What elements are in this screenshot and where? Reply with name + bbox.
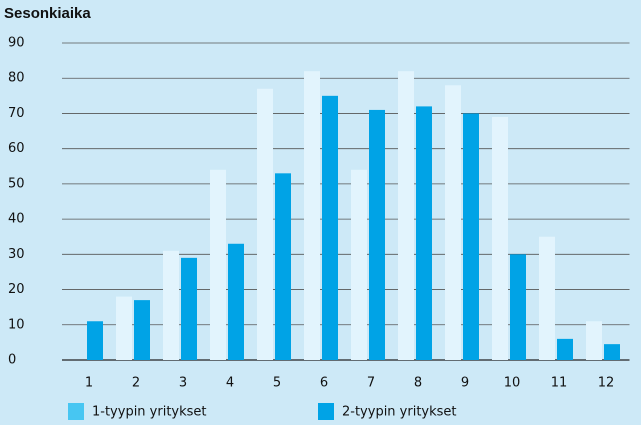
bar — [445, 85, 461, 361]
bar — [557, 338, 573, 360]
bar — [304, 71, 320, 360]
bar — [510, 254, 526, 360]
bar — [163, 250, 179, 360]
bar — [586, 321, 602, 360]
x-tick-label: 2 — [132, 376, 140, 391]
bar — [87, 321, 103, 360]
bar — [492, 116, 508, 360]
x-tick-label: 3 — [179, 376, 187, 391]
y-tick-label: 10 — [8, 317, 25, 332]
y-tick-label: 50 — [8, 176, 25, 191]
y-tick-label: 90 — [8, 36, 25, 51]
bar — [369, 109, 385, 360]
bar — [181, 257, 197, 360]
x-tick-label: 8 — [414, 376, 422, 391]
bar — [539, 236, 555, 360]
x-tick-label: 6 — [320, 376, 328, 391]
bar — [275, 173, 291, 360]
y-tick-label: 60 — [8, 141, 25, 156]
bar — [604, 344, 620, 360]
chart-title: Sesonkiaika — [4, 5, 91, 22]
bar — [228, 243, 244, 360]
y-tick-label: 70 — [8, 106, 25, 121]
y-tick-label: 80 — [8, 71, 25, 86]
y-tick-label: 0 — [8, 353, 16, 368]
bar — [351, 169, 367, 360]
x-tick-label: 7 — [367, 376, 375, 391]
bar — [210, 169, 226, 360]
x-tick-label: 5 — [273, 376, 281, 391]
bar — [463, 113, 479, 360]
bar — [116, 296, 132, 360]
x-tick-label: 10 — [504, 376, 521, 391]
x-tick-label: 12 — [598, 376, 615, 391]
y-tick-label: 30 — [8, 247, 25, 262]
y-tick-label: 20 — [8, 282, 25, 297]
legend-label: 1-tyypin yritykset — [92, 405, 207, 420]
x-tick-label: 9 — [461, 376, 469, 391]
legend-swatch — [68, 403, 84, 420]
x-tick-label: 1 — [85, 376, 93, 391]
x-tick-label: 4 — [226, 376, 234, 391]
bar — [257, 88, 273, 361]
bar — [398, 71, 414, 360]
legend-label: 2-tyypin yritykset — [342, 405, 457, 420]
x-tick-label: 11 — [551, 376, 568, 391]
bar — [416, 106, 432, 361]
bar — [134, 300, 150, 360]
y-tick-label: 40 — [8, 212, 25, 227]
legend-swatch — [318, 403, 334, 420]
bar — [322, 95, 338, 360]
